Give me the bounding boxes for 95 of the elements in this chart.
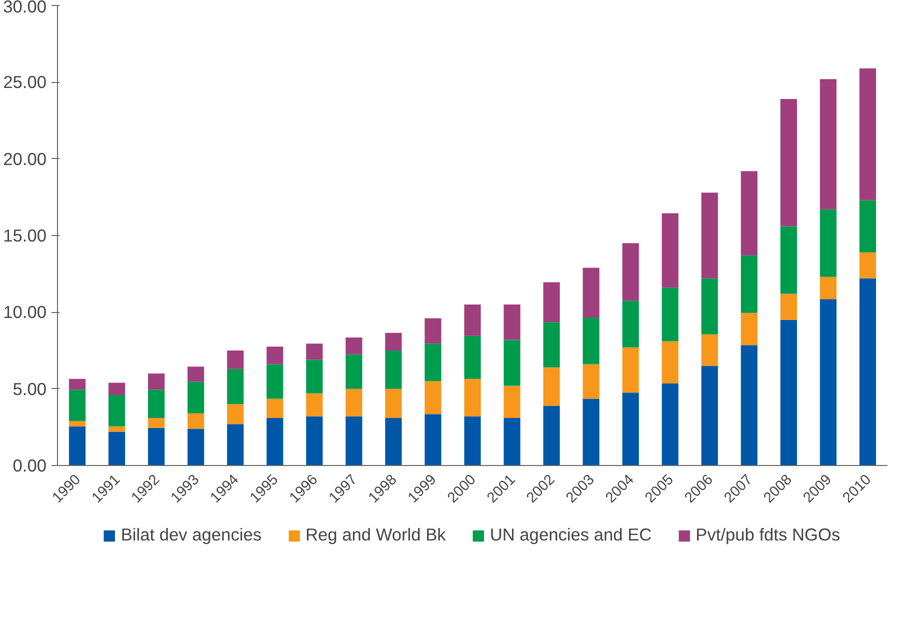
y-tick-label: 10.00	[3, 302, 47, 322]
bar	[859, 252, 876, 278]
bar	[148, 390, 165, 418]
bar	[820, 276, 837, 300]
bar	[227, 404, 244, 424]
bar	[701, 334, 718, 366]
bar	[543, 406, 560, 466]
bar	[227, 424, 244, 466]
bar	[385, 388, 402, 418]
bar	[424, 318, 442, 344]
bar	[188, 382, 204, 414]
bar	[662, 341, 678, 384]
bar	[108, 426, 126, 432]
y-tick-label: 20.00	[3, 148, 47, 169]
bar	[622, 347, 639, 393]
bar	[346, 354, 362, 389]
bar	[701, 366, 718, 466]
bar	[188, 366, 204, 382]
bar	[780, 294, 797, 320]
bar	[622, 300, 639, 348]
bar	[424, 381, 442, 414]
bar	[385, 332, 402, 350]
bar	[188, 428, 204, 466]
bar	[820, 299, 837, 466]
legend-label: UN agencies and EC	[490, 524, 652, 546]
bar	[346, 416, 362, 466]
bar	[424, 414, 442, 466]
bar	[543, 367, 560, 406]
bar	[543, 282, 560, 322]
legend-label: Pvt/pub fdts NGOs	[696, 524, 840, 546]
bar	[780, 320, 797, 466]
bar	[740, 312, 758, 346]
legend-label: Bilat dev agencies	[120, 524, 262, 546]
bar	[701, 192, 718, 278]
bar	[859, 68, 876, 200]
bar	[68, 378, 86, 390]
bar	[582, 318, 600, 364]
y-tick-label: 5.00	[12, 378, 47, 399]
bar	[227, 368, 244, 404]
bar	[740, 255, 758, 313]
bar	[464, 336, 481, 379]
bar	[108, 382, 126, 395]
bar	[306, 393, 323, 416]
bar	[346, 337, 362, 354]
bar	[662, 383, 678, 466]
bar	[266, 418, 284, 466]
bar	[148, 428, 165, 466]
bar	[662, 213, 678, 288]
bar	[662, 288, 678, 342]
bar	[504, 418, 520, 466]
bar	[859, 200, 876, 252]
bar	[780, 226, 797, 294]
bar	[820, 209, 837, 277]
bar	[68, 426, 86, 466]
bar	[68, 390, 86, 422]
bar	[385, 350, 402, 389]
bar	[266, 364, 284, 399]
bar	[464, 378, 481, 416]
bar	[504, 340, 520, 386]
bar	[68, 421, 86, 426]
bar	[582, 268, 600, 318]
bar	[424, 344, 442, 382]
bar	[820, 79, 837, 210]
bar	[266, 346, 284, 364]
bar	[385, 418, 402, 466]
bar	[740, 345, 758, 466]
bar	[306, 344, 323, 360]
bar	[227, 350, 244, 369]
bar	[504, 304, 520, 340]
bar	[622, 392, 639, 466]
bar	[266, 398, 284, 418]
bar	[464, 304, 481, 336]
bar	[543, 322, 560, 368]
bar	[306, 360, 323, 394]
y-tick-label: 0.00	[12, 456, 47, 476]
bar	[582, 398, 600, 466]
bar	[740, 171, 758, 256]
legend-label: Reg and World Bk	[306, 524, 446, 546]
bar	[582, 364, 600, 399]
bar	[622, 243, 639, 301]
bar	[504, 386, 520, 418]
bar	[346, 388, 362, 416]
bar	[108, 394, 126, 426]
bar	[464, 416, 481, 466]
y-tick-label: 25.00	[3, 72, 47, 92]
bar	[306, 416, 323, 466]
y-tick-label: 30.00	[3, 0, 47, 16]
bar	[148, 418, 165, 428]
bar	[148, 374, 165, 390]
y-tick-label: 15.00	[3, 226, 47, 246]
bar	[108, 432, 126, 466]
bar	[859, 278, 876, 466]
bar	[780, 99, 797, 226]
bar	[701, 278, 718, 334]
bar	[188, 413, 204, 429]
